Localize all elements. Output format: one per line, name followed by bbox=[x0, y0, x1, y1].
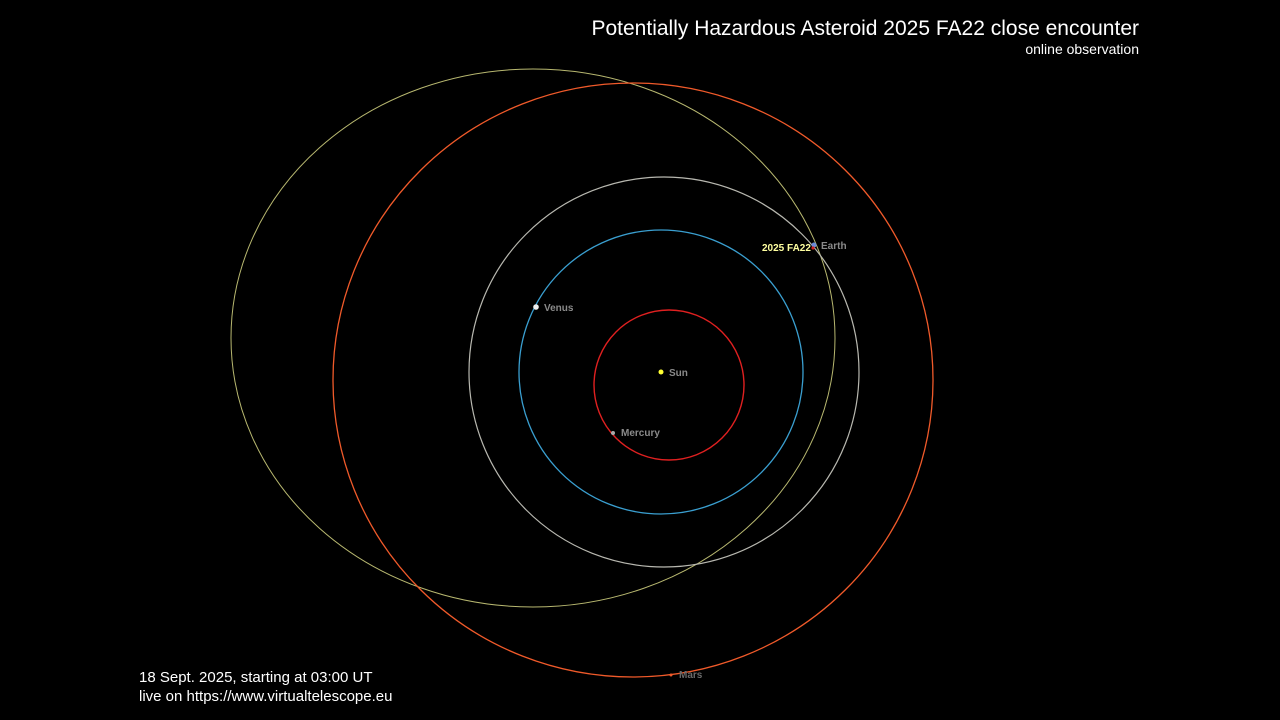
mercury-orbit bbox=[593, 309, 745, 461]
sun-marker bbox=[658, 369, 664, 375]
venus-label: Venus bbox=[544, 303, 574, 314]
asteroid-orbit bbox=[230, 68, 836, 608]
page-subtitle: online observation bbox=[1025, 41, 1139, 57]
mars-marker bbox=[669, 673, 673, 677]
asteroid-label: 2025 FA22 bbox=[762, 243, 811, 254]
live-link-text: live on https://www.virtualtelescope.eu bbox=[139, 688, 393, 705]
earth-label: Earth bbox=[821, 241, 847, 252]
earth-orbit bbox=[468, 176, 860, 568]
event-date: 18 Sept. 2025, starting at 03:00 UT bbox=[139, 669, 373, 686]
asteroid-marker bbox=[811, 246, 815, 250]
mercury-label: Mercury bbox=[621, 428, 660, 439]
earth-marker bbox=[811, 242, 817, 248]
mars-label: Mars bbox=[679, 670, 703, 681]
page-title: Potentially Hazardous Asteroid 2025 FA22… bbox=[591, 17, 1139, 40]
venus-marker bbox=[533, 304, 539, 310]
venus-orbit bbox=[518, 229, 804, 515]
sun-label: Sun bbox=[669, 368, 688, 379]
mars-orbit bbox=[332, 82, 934, 678]
mercury-marker bbox=[611, 431, 615, 435]
